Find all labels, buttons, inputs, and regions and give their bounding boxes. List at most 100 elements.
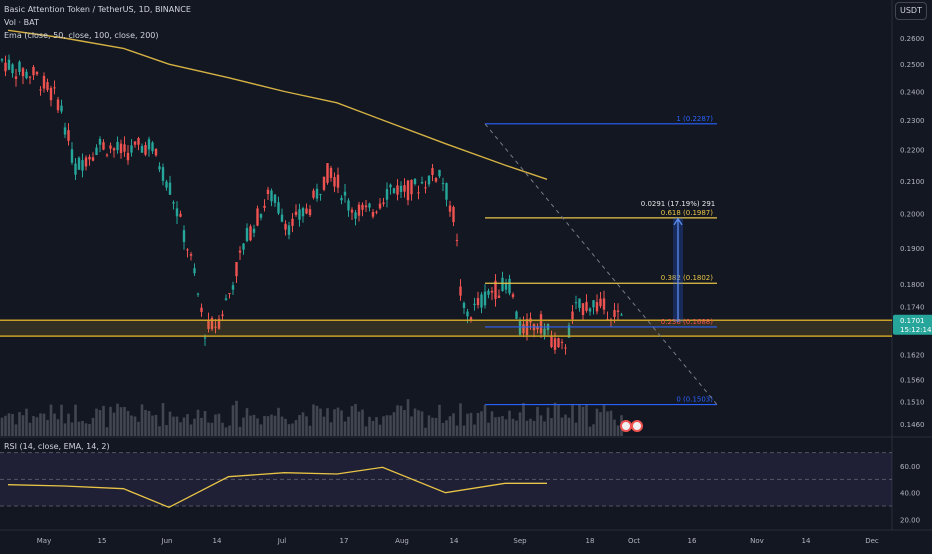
candle-body — [329, 167, 333, 178]
candle-body — [312, 190, 315, 198]
candle-body — [564, 347, 567, 349]
candle-body — [140, 146, 144, 153]
volume-bar — [287, 424, 291, 436]
candle-body — [116, 141, 119, 151]
volume-bar — [473, 424, 476, 436]
candle-body — [133, 141, 137, 145]
rsi-line — [7, 466, 547, 509]
volume-bar — [529, 418, 532, 436]
volume-bar — [378, 424, 382, 436]
candle-body — [231, 285, 235, 290]
support-zone — [0, 320, 892, 337]
volume-bar — [186, 414, 189, 436]
candle-body — [350, 209, 354, 213]
volume-bar — [368, 416, 371, 436]
volume-bar — [158, 426, 161, 436]
candle-body — [18, 61, 21, 72]
candle-body — [235, 262, 238, 277]
candle-body — [175, 208, 179, 217]
rsi-tick-1: 40.00 — [900, 490, 920, 498]
volume-bar — [60, 404, 63, 436]
volume-bar — [116, 403, 119, 436]
volume-bar — [518, 412, 522, 436]
volume-bar — [77, 421, 81, 436]
volume-bar — [130, 415, 133, 436]
candle-body — [602, 298, 606, 310]
volume-bar — [420, 411, 424, 436]
candle-body — [266, 189, 270, 195]
candle-body — [620, 314, 623, 316]
candle-body — [74, 163, 77, 175]
candle-body — [189, 254, 193, 256]
price-tick-9: 0.1740 — [900, 304, 925, 312]
volume-bar — [182, 417, 186, 436]
time-label-13: 14 — [802, 537, 811, 545]
candle-body — [53, 87, 56, 89]
candle-body — [88, 156, 91, 160]
candle-body — [399, 185, 403, 192]
volume-bar — [361, 409, 364, 436]
volume-bar — [74, 404, 77, 436]
current-price-value: 0.1701 — [900, 317, 925, 325]
candle-body — [109, 145, 112, 149]
volume-bar — [137, 421, 140, 436]
event-marker-icon — [620, 420, 632, 432]
volume-bar — [175, 416, 179, 436]
candle-body — [448, 205, 452, 212]
candle-body — [4, 62, 7, 72]
candle-body — [210, 318, 214, 329]
volume-bar — [70, 422, 74, 436]
candle-body — [224, 298, 228, 300]
candle-body — [25, 71, 28, 79]
price-tick-12: 0.1510 — [900, 398, 925, 406]
volume-bar — [350, 406, 354, 436]
volume-bar — [602, 405, 606, 436]
candle-body — [487, 290, 490, 295]
volume-bar — [252, 414, 256, 436]
candle-body — [196, 293, 200, 295]
volume-bar — [126, 410, 130, 436]
candle-body — [144, 145, 147, 155]
candle-body — [490, 290, 494, 293]
candle-body — [242, 243, 245, 250]
candle-body — [480, 294, 483, 308]
candle-body — [259, 214, 263, 218]
candle-body — [32, 66, 35, 76]
candle-body — [354, 212, 357, 219]
volume-bar — [301, 412, 305, 436]
candle-body — [557, 338, 560, 348]
volume-bar — [154, 414, 158, 436]
volume-bar — [84, 423, 88, 436]
time-label-6: Aug — [395, 537, 409, 545]
price-tick-3: 0.2300 — [900, 117, 925, 125]
volume-bar — [487, 422, 490, 436]
candle-body — [333, 177, 336, 187]
candle-body — [536, 326, 539, 330]
candle-body — [539, 314, 543, 334]
candle-body — [287, 225, 291, 235]
volume-bar — [102, 405, 105, 436]
volume-bar — [476, 412, 480, 436]
time-label-9: 18 — [586, 537, 595, 545]
candle-body — [91, 157, 95, 161]
candle-body — [49, 87, 53, 101]
candle-body — [63, 127, 67, 135]
volume-bar — [277, 407, 280, 436]
price-tick-13: 0.1460 — [900, 421, 925, 429]
candle-body — [417, 192, 420, 194]
fib-label-level_1: 1 (0.2287) — [676, 115, 713, 123]
volume-bar — [392, 412, 396, 436]
candle-body — [298, 209, 301, 220]
candle-body — [560, 341, 564, 343]
currency-button[interactable]: USDT — [895, 2, 927, 20]
candle-body — [193, 268, 196, 274]
candle-body — [228, 292, 231, 294]
candle-body — [151, 142, 154, 152]
candle-body — [406, 180, 410, 201]
candle-body — [336, 174, 340, 188]
volume-bar — [536, 406, 539, 436]
volume-bar — [382, 416, 385, 436]
price-tick-10: 0.1620 — [900, 351, 925, 359]
